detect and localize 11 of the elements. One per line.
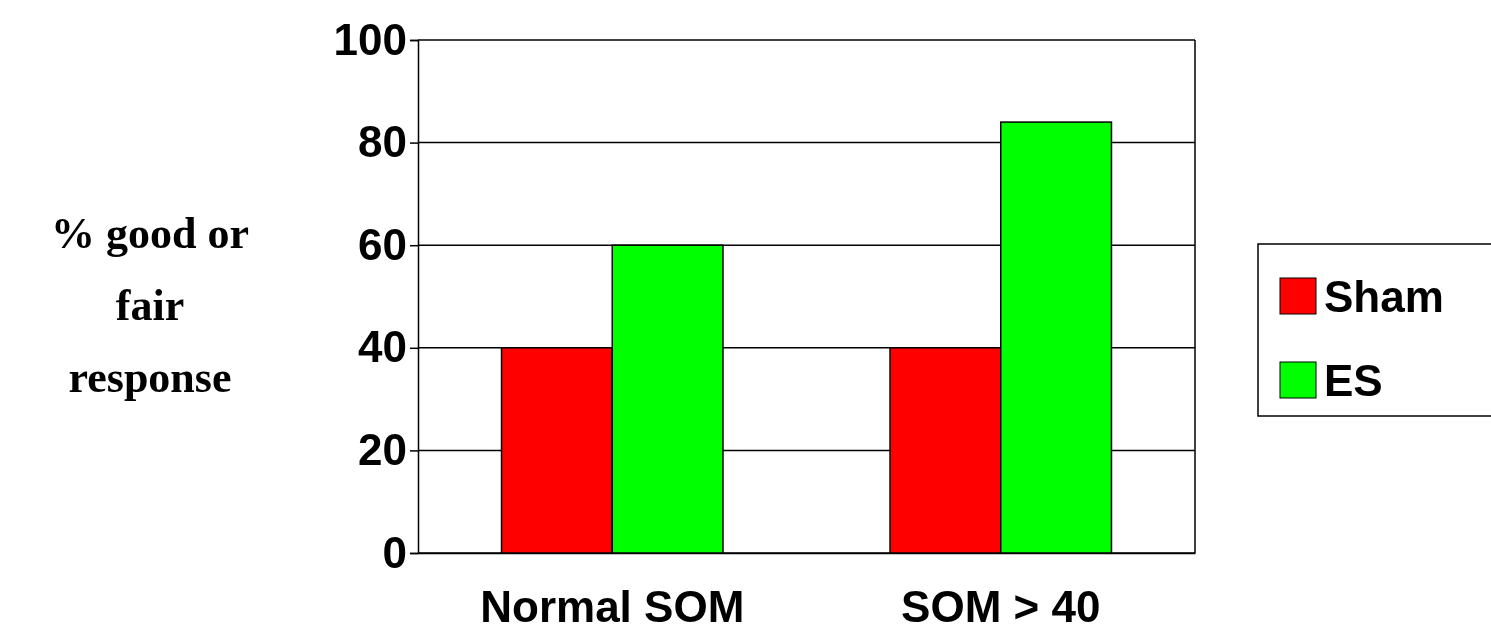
y-axis-title: % good or fair response xyxy=(51,209,249,402)
y-tick-label: 80 xyxy=(358,117,407,167)
y-tick-label: 20 xyxy=(358,424,407,474)
legend-label: Sham xyxy=(1324,272,1444,321)
x-tick-label: Normal SOM xyxy=(480,582,745,632)
y-tick-label: 60 xyxy=(358,219,407,269)
x-tick-label: SOM > 40 xyxy=(901,582,1101,632)
legend-label: ES xyxy=(1324,356,1383,405)
y-tick-label: 40 xyxy=(358,322,407,372)
y-tick-label: 100 xyxy=(333,14,407,64)
y-tick-label: 0 xyxy=(382,527,407,577)
